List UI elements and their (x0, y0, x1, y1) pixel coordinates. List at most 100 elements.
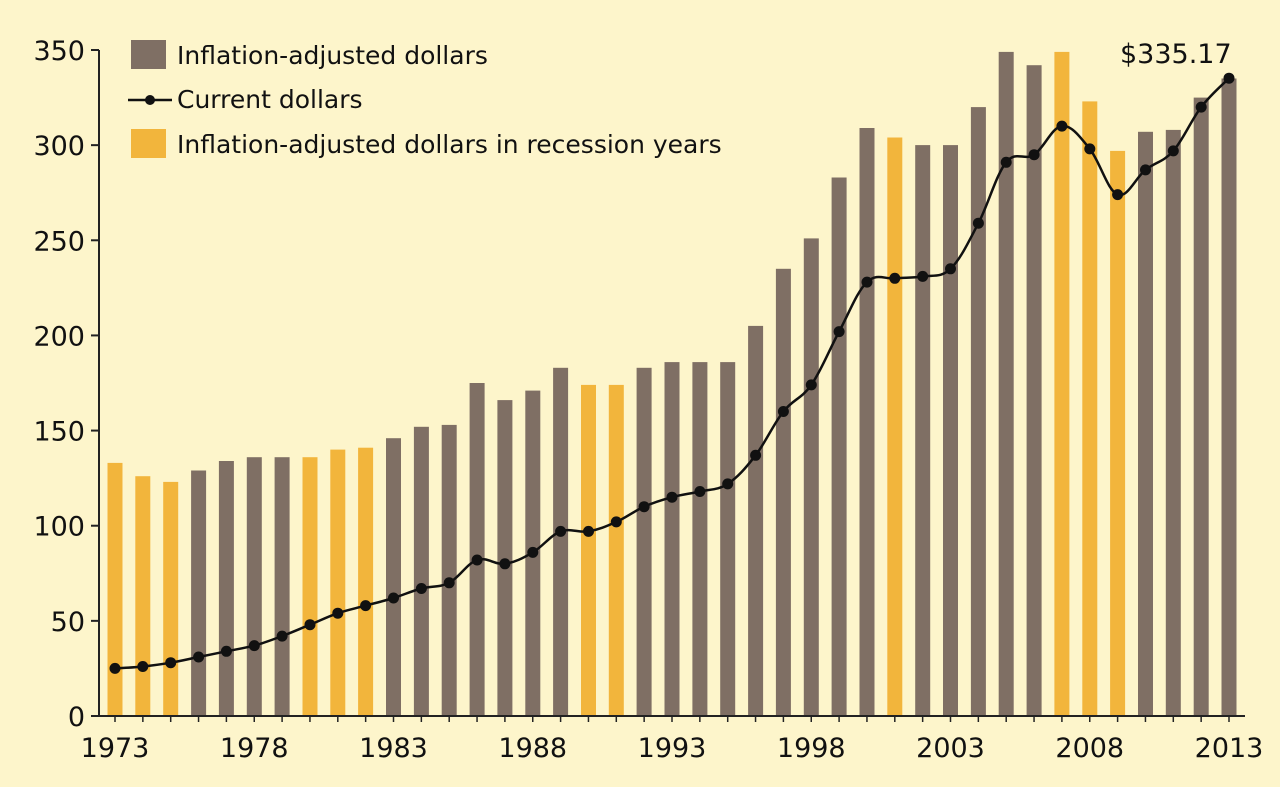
bar-recession-1981 (330, 449, 346, 716)
bar-1997 (775, 268, 791, 716)
current-dollars-point-2010 (1140, 164, 1151, 176)
current-dollars-point-2007 (1056, 120, 1068, 132)
current-dollars-point-1977 (220, 645, 232, 657)
bar-1998 (803, 238, 819, 716)
bar-recession-1973 (107, 462, 123, 716)
bar-1999 (831, 177, 847, 716)
current-dollars-point-1987 (499, 558, 511, 570)
bar-1986 (469, 383, 485, 716)
y-tick-label-300: 300 (33, 131, 85, 162)
current-dollars-point-2013 (1223, 72, 1235, 84)
bars-layer (107, 51, 1237, 717)
bar-1996 (748, 325, 764, 716)
x-tick-label-1983: 1983 (359, 733, 428, 764)
current-dollars-point-1973 (109, 662, 121, 674)
bar-2005 (998, 51, 1014, 716)
current-dollars-point-1993 (666, 491, 678, 503)
current-dollars-point-1996 (750, 449, 762, 461)
bar-1989 (553, 367, 569, 716)
current-dollars-point-1976 (193, 651, 205, 663)
bar-recession-1974 (135, 476, 151, 716)
bar-1994 (692, 362, 708, 716)
current-dollars-point-1997 (777, 406, 789, 417)
bar-recession-2001 (887, 137, 903, 716)
legend-swatch-recession (131, 129, 166, 158)
y-tick-label-350: 350 (33, 36, 85, 67)
current-dollars-point-2009 (1112, 189, 1124, 201)
bar-1984 (413, 426, 429, 716)
legend-label-recession: Inflation-adjusted dollars in recession … (177, 130, 722, 159)
current-dollars-point-1989 (555, 525, 567, 537)
current-dollars-point-1975 (165, 657, 177, 669)
y-tick-label-150: 150 (33, 417, 85, 448)
bar-1979 (274, 457, 290, 716)
current-dollars-point-1980 (304, 619, 316, 631)
current-dollars-point-1974 (137, 661, 149, 672)
current-dollars-point-1999 (833, 326, 845, 338)
bar-2013 (1221, 78, 1237, 716)
bar-2011 (1165, 129, 1181, 716)
current-dollars-point-1986 (471, 554, 483, 566)
bar-2004 (970, 107, 986, 717)
legend: Inflation-adjusted dollars Current dolla… (128, 40, 722, 159)
current-dollars-point-1981 (332, 607, 344, 619)
x-tick-label-1993: 1993 (638, 733, 707, 764)
current-dollars-point-2004 (972, 217, 984, 229)
bar-recession-1990 (581, 384, 596, 716)
current-dollars-point-2011 (1167, 145, 1179, 157)
bar-2010 (1138, 131, 1153, 717)
bar-1983 (386, 438, 401, 716)
y-tick-label-0: 0 (68, 702, 85, 733)
legend-label-inflation-adjusted: Inflation-adjusted dollars (177, 41, 488, 70)
bar-1985 (441, 424, 457, 716)
current-dollars-point-2005 (1000, 156, 1012, 168)
bar-2003 (943, 145, 958, 717)
bar-1992 (636, 367, 652, 716)
x-tick-label-2013: 2013 (1195, 733, 1264, 764)
y-tick-label-250: 250 (33, 226, 85, 257)
current-dollars-point-1979 (276, 630, 288, 642)
x-tick-label-1988: 1988 (498, 733, 567, 764)
current-dollars-point-1995 (722, 478, 734, 490)
current-dollars-point-2003 (945, 263, 956, 275)
bar-recession-1991 (608, 384, 624, 716)
current-dollars-point-2001 (889, 272, 901, 284)
current-dollars-point-1990 (583, 525, 594, 537)
current-dollars-point-2012 (1195, 101, 1207, 113)
current-dollars-point-1994 (694, 486, 706, 497)
line-layer (109, 72, 1235, 674)
current-dollars-point-1992 (638, 501, 650, 513)
bar-2012 (1193, 97, 1209, 717)
y-tick-label-200: 200 (33, 321, 85, 352)
bar-recession-1980 (302, 457, 318, 716)
legend-label-current: Current dollars (177, 85, 363, 114)
x-tick-label-2003: 2003 (916, 733, 985, 764)
bar-2000 (859, 128, 875, 716)
current-dollars-point-1985 (443, 577, 455, 589)
legend-marker-current (145, 95, 155, 105)
y-tick-label-100: 100 (33, 512, 85, 543)
bar-1976 (191, 470, 207, 716)
final-value-annotation: $335.17 (1120, 39, 1232, 70)
bar-1978 (246, 457, 262, 716)
bar-recession-2008 (1082, 101, 1098, 716)
bar-1995 (720, 362, 736, 716)
current-dollars-point-1978 (248, 640, 260, 652)
current-dollars-point-1984 (415, 583, 427, 594)
x-tick-label-2008: 2008 (1055, 733, 1124, 764)
bar-recession-2009 (1110, 150, 1126, 716)
bar-2006 (1026, 65, 1042, 716)
legend-swatch-inflation-adjusted (131, 40, 166, 69)
bar-1977 (218, 461, 234, 716)
current-dollars-point-1991 (610, 516, 622, 528)
bar-recession-2007 (1054, 51, 1070, 716)
y-tick-label-50: 50 (51, 607, 85, 638)
bar-2002 (915, 145, 931, 717)
x-tick-label-1978: 1978 (220, 733, 289, 764)
x-tick-label-1998: 1998 (777, 733, 846, 764)
bar-1987 (497, 400, 513, 716)
current-dollars-point-1983 (388, 592, 399, 604)
x-tick-label-1973: 1973 (81, 733, 150, 764)
